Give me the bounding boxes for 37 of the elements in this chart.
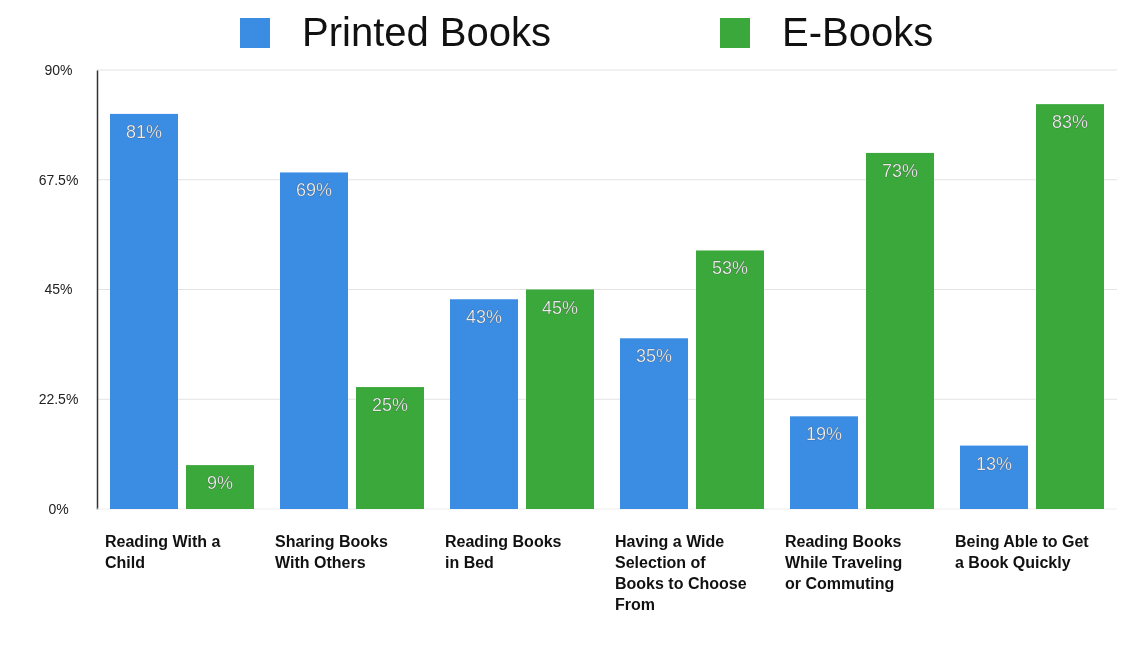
bar	[696, 250, 764, 509]
data-label: 45%	[541, 297, 579, 318]
data-label: 81%	[125, 121, 163, 142]
bar	[526, 289, 594, 509]
y-tick-label: 90%	[44, 61, 73, 78]
x-tick-label: Reading With a Child	[105, 533, 221, 571]
bar	[1036, 104, 1104, 509]
bar	[450, 299, 518, 509]
legend-label: Printed Books	[302, 10, 552, 54]
data-label: 9%	[206, 473, 234, 494]
data-label: 73%	[881, 160, 919, 181]
x-tick-label: Reading Books in Bed	[445, 533, 562, 571]
data-label: 25%	[371, 395, 409, 416]
data-label: 69%	[295, 180, 333, 201]
bar	[866, 152, 934, 509]
x-tick-label: Having a Wide Selection of Books to Choose From	[615, 533, 747, 613]
x-tick-label: Sharing Books With Others	[275, 533, 389, 571]
legend-label: E-Books	[782, 10, 934, 54]
x-tick-label: Reading Books While Traveling or Commuting	[785, 533, 903, 592]
bar	[186, 465, 254, 509]
x-tick-label: Being Able to Get a Book Quickly	[955, 533, 1090, 571]
y-tick-label: 0%	[48, 500, 69, 517]
bar	[110, 113, 178, 509]
bar	[960, 445, 1028, 509]
data-label: 19%	[805, 424, 843, 445]
data-label: 83%	[1051, 112, 1089, 133]
bar	[356, 387, 424, 509]
bar	[620, 338, 688, 509]
data-label: 13%	[975, 453, 1013, 474]
data-label: 43%	[465, 307, 503, 328]
data-label: 35%	[635, 346, 673, 367]
y-tick-label: 22.5%	[38, 391, 79, 408]
y-tick-label: 67.5%	[38, 171, 79, 188]
y-tick-label: 45%	[44, 281, 73, 298]
bar	[280, 172, 348, 509]
data-label: 53%	[711, 258, 749, 279]
bar	[790, 416, 858, 509]
